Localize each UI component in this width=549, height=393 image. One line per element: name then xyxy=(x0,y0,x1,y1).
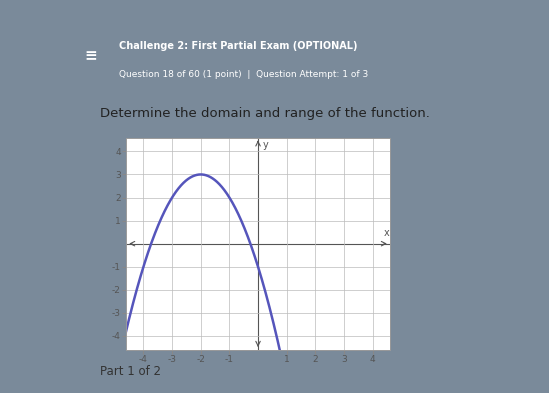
Text: ≡: ≡ xyxy=(84,48,97,63)
Text: y: y xyxy=(262,140,268,150)
Text: Part 1 of 2: Part 1 of 2 xyxy=(100,365,161,378)
Text: Determine the domain and range of the function.: Determine the domain and range of the fu… xyxy=(100,107,430,121)
Text: Challenge 2: First Partial Exam (OPTIONAL): Challenge 2: First Partial Exam (OPTIONA… xyxy=(119,41,357,51)
Text: x: x xyxy=(384,228,390,238)
Text: Question 18 of 60 (1 point)  |  Question Attempt: 1 of 3: Question 18 of 60 (1 point) | Question A… xyxy=(119,70,368,79)
